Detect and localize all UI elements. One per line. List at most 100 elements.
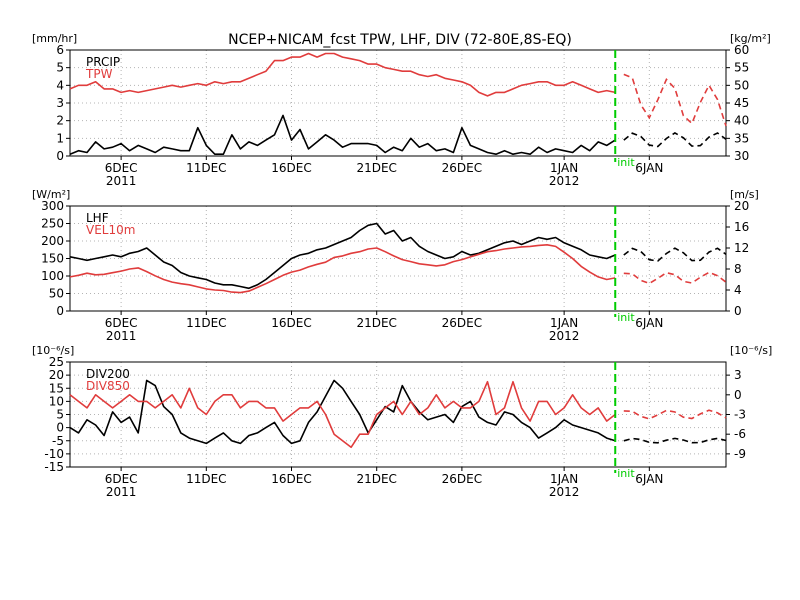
right-tick-label: 60 xyxy=(734,43,749,57)
left-tick-label: 1 xyxy=(56,131,64,145)
panel-frame xyxy=(69,49,727,157)
init-label: init xyxy=(617,311,635,324)
left-tick-label: 300 xyxy=(41,199,64,213)
left-tick-label: 150 xyxy=(41,252,64,266)
left-unit-label: [mm/hr] xyxy=(32,32,77,45)
left-tick-label: 250 xyxy=(41,217,64,231)
right-tick-label: 3 xyxy=(734,368,742,382)
left-tick-label: 15 xyxy=(49,381,64,395)
x-tick-label: 1JAN xyxy=(550,472,578,486)
right-tick-label: 0 xyxy=(734,304,742,318)
right-unit-label: [10⁻⁶/s] xyxy=(730,344,772,357)
x-tick-label: 16DEC xyxy=(271,472,311,486)
year-label-2012: 2012 xyxy=(549,329,580,343)
legend-prcip: PRCIP xyxy=(86,55,120,69)
x-tick-label: 11DEC xyxy=(186,316,226,330)
right-tick-label: 30 xyxy=(734,149,749,163)
init-label: init xyxy=(617,156,635,169)
left-tick-label: 0 xyxy=(56,304,64,318)
year-label-2012: 2012 xyxy=(549,485,580,499)
legend-tpw: TPW xyxy=(85,67,113,81)
year-label-2011: 2011 xyxy=(106,329,137,343)
right-tick-label: 35 xyxy=(734,131,749,145)
right-tick-label: 20 xyxy=(734,199,749,213)
right-tick-label: 12 xyxy=(734,241,749,255)
left-tick-label: 4 xyxy=(56,78,64,92)
x-tick-label: 26DEC xyxy=(442,161,482,175)
x-tick-label: 6JAN xyxy=(635,472,663,486)
left-tick-label: 2 xyxy=(56,114,64,128)
left-tick-label: 10 xyxy=(49,394,64,408)
series-forecast-prcip xyxy=(623,131,727,148)
legend-lhf: LHF xyxy=(86,211,109,225)
left-unit-label: [10⁻⁶/s] xyxy=(32,344,74,357)
left-tick-label: 200 xyxy=(41,234,64,248)
x-tick-label: 11DEC xyxy=(186,161,226,175)
left-tick-label: -10 xyxy=(44,447,64,461)
x-tick-label: 26DEC xyxy=(442,472,482,486)
x-tick-label: 6JAN xyxy=(635,161,663,175)
series-line-tpw xyxy=(69,52,616,97)
year-label-2011: 2011 xyxy=(106,485,137,499)
chart-title: NCEP+NICAM_fcst TPW, LHF, DIV (72-80E,8S… xyxy=(228,32,572,48)
x-tick-label: 16DEC xyxy=(271,161,311,175)
left-tick-label: -5 xyxy=(52,434,64,448)
left-tick-label: 0 xyxy=(56,149,64,163)
series-forecast-vel10m xyxy=(623,271,727,285)
series-line-div850 xyxy=(69,380,616,449)
left-tick-label: 5 xyxy=(56,61,64,75)
right-tick-label: -3 xyxy=(734,408,746,422)
series-forecast-lhf xyxy=(623,247,727,262)
x-tick-label: 1JAN xyxy=(550,316,578,330)
x-tick-label: 11DEC xyxy=(186,472,226,486)
left-tick-label: 6 xyxy=(56,43,64,57)
series-line-div200 xyxy=(69,379,616,445)
series-line-lhf xyxy=(69,222,616,290)
year-label-2012: 2012 xyxy=(549,174,580,188)
series-line-prcip xyxy=(69,114,616,155)
legend-div850: DIV850 xyxy=(86,379,130,393)
series-forecast-tpw xyxy=(623,73,727,127)
x-tick-label: 6JAN xyxy=(635,316,663,330)
left-tick-label: 5 xyxy=(56,408,64,422)
year-label-2011: 2011 xyxy=(106,174,137,188)
x-tick-label: 1JAN xyxy=(550,161,578,175)
x-tick-label: 6DEC xyxy=(105,316,138,330)
left-tick-label: 25 xyxy=(49,355,64,369)
series-forecast-div850 xyxy=(623,409,727,420)
left-tick-label: 3 xyxy=(56,96,64,110)
right-tick-label: 40 xyxy=(734,114,749,128)
x-tick-label: 21DEC xyxy=(356,316,396,330)
x-tick-label: 16DEC xyxy=(271,316,311,330)
x-tick-label: 26DEC xyxy=(442,316,482,330)
x-tick-label: 21DEC xyxy=(356,161,396,175)
right-unit-label: [m/s] xyxy=(730,188,759,201)
x-tick-label: 21DEC xyxy=(356,472,396,486)
left-tick-label: -15 xyxy=(44,460,64,474)
right-tick-label: 55 xyxy=(734,61,749,75)
right-tick-label: 0 xyxy=(734,388,742,402)
left-unit-label: [W/m²] xyxy=(32,188,70,201)
right-tick-label: 8 xyxy=(734,262,742,276)
x-tick-label: 6DEC xyxy=(105,161,138,175)
right-tick-label: 45 xyxy=(734,96,749,110)
right-tick-label: -6 xyxy=(734,427,746,441)
panel-frame xyxy=(69,361,727,468)
left-tick-label: 0 xyxy=(56,421,64,435)
right-tick-label: 4 xyxy=(734,283,742,297)
legend-div200: DIV200 xyxy=(86,367,130,381)
left-tick-label: 50 xyxy=(49,287,64,301)
series-forecast-div200 xyxy=(623,437,727,444)
right-tick-label: 50 xyxy=(734,78,749,92)
left-tick-label: 100 xyxy=(41,269,64,283)
right-unit-label: [kg/m²] xyxy=(730,32,771,45)
right-tick-label: -9 xyxy=(734,447,746,461)
left-tick-label: 20 xyxy=(49,368,64,382)
series-line-vel10m xyxy=(69,244,616,294)
panel-frame xyxy=(69,205,727,312)
init-label: init xyxy=(617,467,635,480)
